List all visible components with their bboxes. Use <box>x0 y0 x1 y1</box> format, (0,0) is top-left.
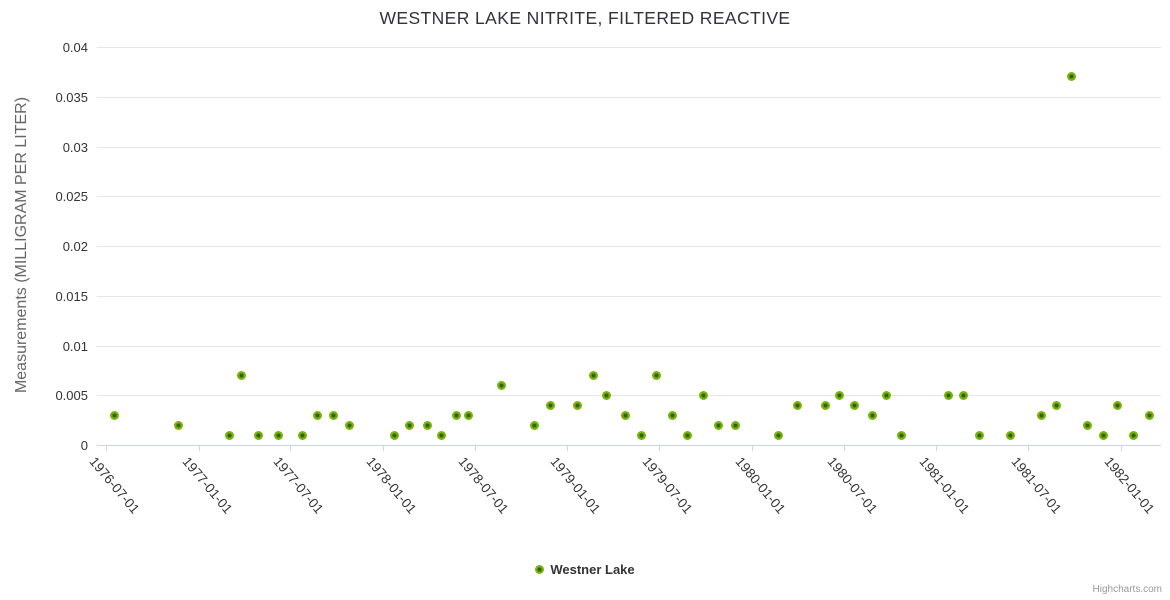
x-axis-tick <box>290 446 292 451</box>
x-axis-label: 1978-07-01 <box>455 454 511 517</box>
legend-label: Westner Lake <box>550 562 635 577</box>
data-point[interactable] <box>1099 430 1109 440</box>
data-point[interactable] <box>497 380 507 390</box>
data-point[interactable] <box>572 400 582 410</box>
data-point[interactable] <box>974 430 984 440</box>
x-axis-label: 1976-07-01 <box>86 454 143 517</box>
highcharts-credits-link[interactable]: Highcharts.com <box>1092 584 1162 595</box>
y-axis-label: 0.025 <box>55 189 88 205</box>
data-point[interactable] <box>601 390 611 400</box>
x-axis-tick <box>1120 446 1122 451</box>
data-point[interactable] <box>1112 400 1122 410</box>
y-gridline <box>97 395 1161 397</box>
data-point[interactable] <box>1067 72 1077 82</box>
data-point[interactable] <box>274 430 284 440</box>
data-point[interactable] <box>881 390 891 400</box>
x-axis-line <box>97 445 1161 446</box>
data-point[interactable] <box>422 420 432 430</box>
x-axis-tick <box>1027 446 1029 451</box>
y-gridline <box>97 345 1161 347</box>
data-point[interactable] <box>237 370 247 380</box>
data-point[interactable] <box>1128 430 1138 440</box>
legend-item-westner-lake[interactable]: Westner Lake <box>0 562 1170 577</box>
data-point[interactable] <box>530 420 540 430</box>
data-point[interactable] <box>714 420 724 430</box>
x-axis-tick <box>383 446 385 451</box>
x-axis-tick <box>567 446 569 451</box>
y-axis-label: 0.02 <box>62 239 88 254</box>
data-point[interactable] <box>345 420 355 430</box>
data-point[interactable] <box>867 410 877 420</box>
data-point[interactable] <box>637 430 647 440</box>
data-point[interactable] <box>699 390 709 400</box>
data-point[interactable] <box>109 410 119 420</box>
data-point[interactable] <box>1036 410 1046 420</box>
y-gridline <box>97 96 1161 98</box>
x-axis-tick <box>474 446 476 451</box>
data-point[interactable] <box>897 430 907 440</box>
data-point[interactable] <box>452 410 462 420</box>
y-gridline <box>97 295 1161 297</box>
data-point[interactable] <box>254 430 264 440</box>
data-point[interactable] <box>850 400 860 410</box>
x-axis-tick <box>658 446 660 451</box>
data-point[interactable] <box>312 410 322 420</box>
data-point[interactable] <box>652 370 662 380</box>
y-gridline <box>97 196 1161 198</box>
x-axis-tick <box>843 446 845 451</box>
data-point[interactable] <box>588 370 598 380</box>
y-axis-label: 0.01 <box>62 338 88 354</box>
data-point[interactable] <box>546 400 556 410</box>
legend-marker-icon <box>535 565 545 574</box>
data-point[interactable] <box>792 400 802 410</box>
data-point[interactable] <box>1144 410 1154 420</box>
y-gridline <box>97 246 1161 247</box>
y-axis-label: 0.03 <box>62 139 88 155</box>
data-point[interactable] <box>1052 400 1062 410</box>
data-point[interactable] <box>298 430 308 440</box>
y-axis-label: 0.015 <box>55 288 88 304</box>
data-point[interactable] <box>405 420 415 430</box>
data-point[interactable] <box>174 420 184 430</box>
x-axis-label: 1980-01-01 <box>732 454 789 517</box>
x-axis-label: 1981-07-01 <box>1008 454 1065 517</box>
data-point[interactable] <box>730 420 740 430</box>
x-axis-label: 1982-01-01 <box>1101 454 1158 517</box>
x-axis-label: 1978-01-01 <box>363 454 420 517</box>
data-point[interactable] <box>1082 420 1092 430</box>
data-point[interactable] <box>834 390 844 400</box>
data-point[interactable] <box>329 410 339 420</box>
x-axis-tick <box>198 446 200 451</box>
chart-title: WESTNER LAKE NITRITE, FILTERED REACTIVE <box>379 8 791 28</box>
x-axis-label: 1981-01-01 <box>916 454 973 517</box>
x-axis-label: 1980-07-01 <box>824 454 880 517</box>
y-axis-label: 0.005 <box>55 388 88 404</box>
data-point[interactable] <box>620 410 630 420</box>
x-axis-label: 1979-07-01 <box>639 454 696 517</box>
y-axis-label: 0.035 <box>55 89 88 105</box>
x-axis-label: 1979-01-01 <box>547 454 604 517</box>
data-point[interactable] <box>944 390 954 400</box>
data-point[interactable] <box>668 410 678 420</box>
data-point[interactable] <box>773 430 783 440</box>
x-axis-tick <box>936 446 938 451</box>
y-axis-label: 0.04 <box>62 40 88 55</box>
y-gridline <box>97 146 1161 148</box>
y-axis-label: 0 <box>80 438 88 453</box>
data-point[interactable] <box>1005 430 1015 440</box>
x-axis-label: 1977-07-01 <box>270 454 327 517</box>
x-axis-label: 1977-01-01 <box>179 454 236 517</box>
data-point[interactable] <box>820 400 830 410</box>
data-point[interactable] <box>437 430 447 440</box>
data-point[interactable] <box>464 410 474 420</box>
y-gridline <box>97 47 1161 48</box>
x-axis-tick <box>751 446 753 451</box>
data-point[interactable] <box>390 430 400 440</box>
data-point[interactable] <box>958 390 968 400</box>
data-point[interactable] <box>683 430 693 440</box>
data-point[interactable] <box>224 430 234 440</box>
x-axis-tick <box>106 446 107 451</box>
